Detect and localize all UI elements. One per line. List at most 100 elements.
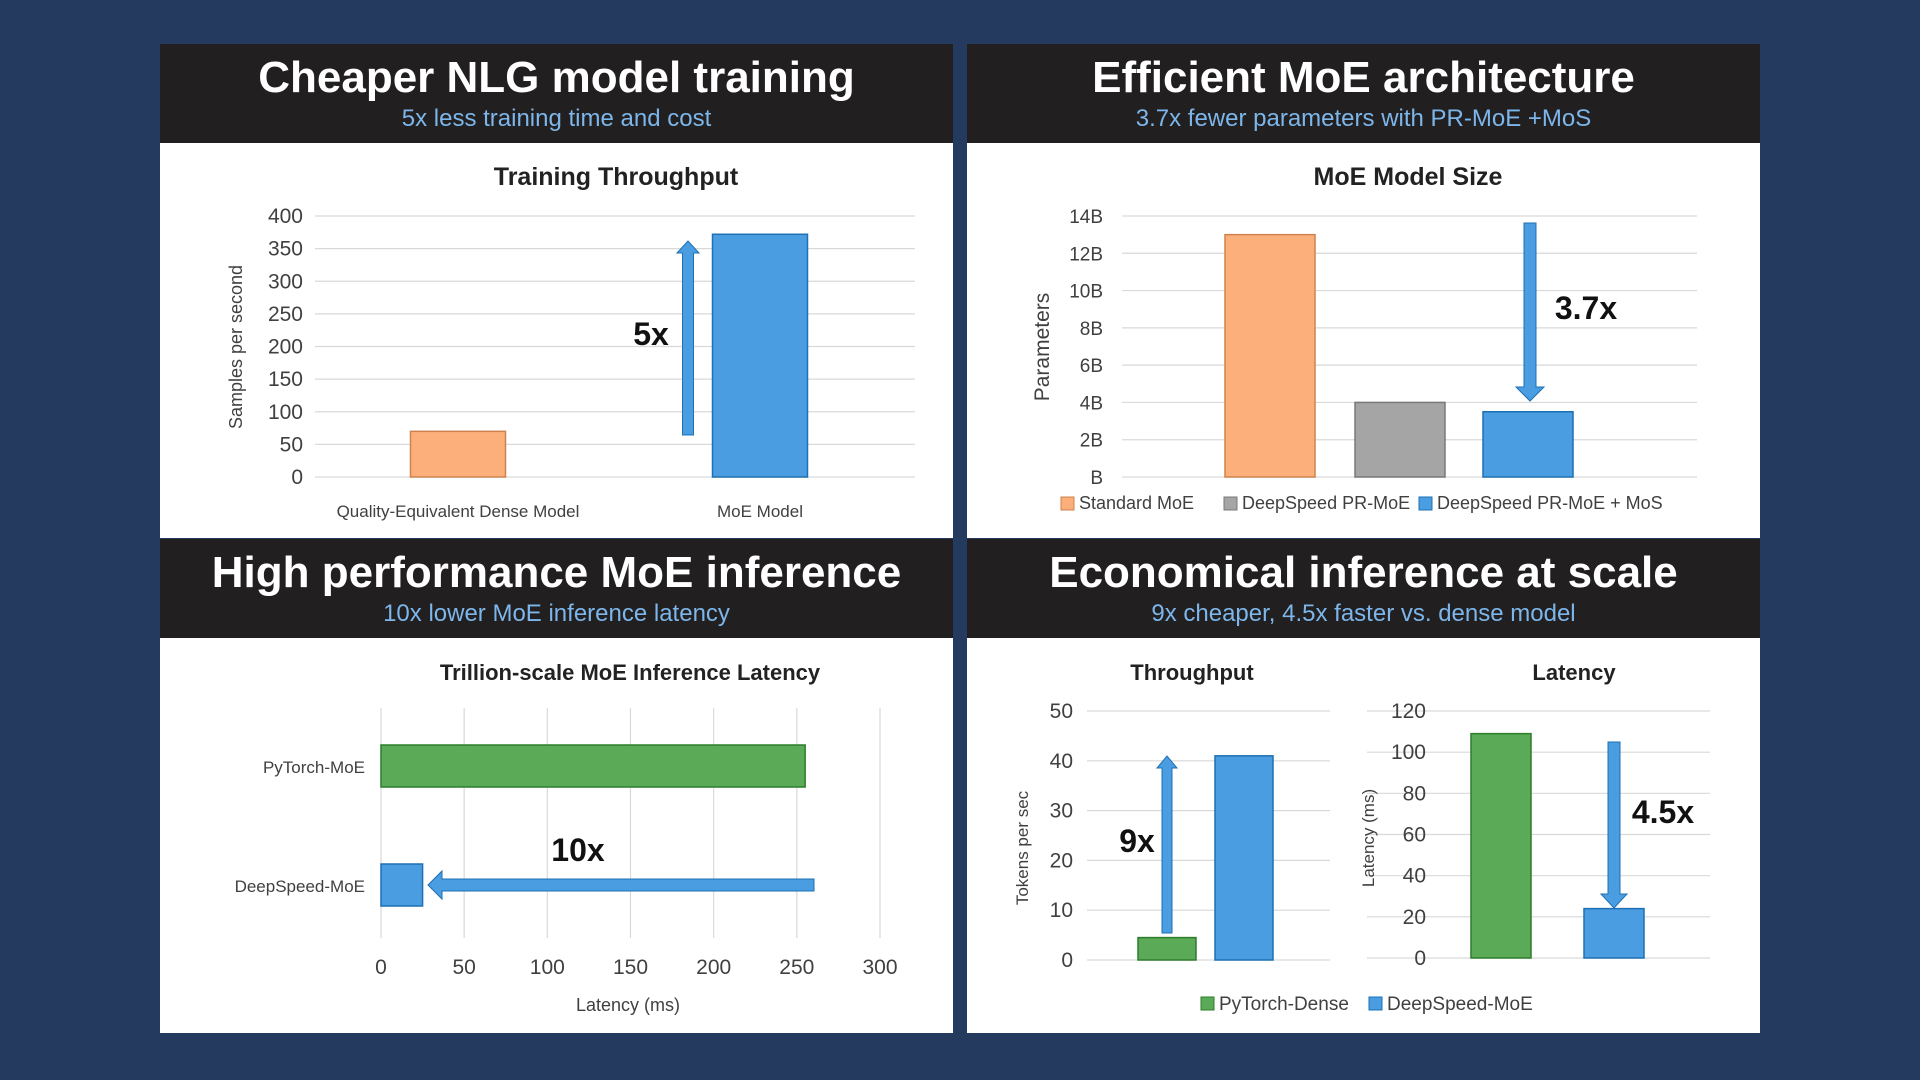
x-tick-label: 300 bbox=[862, 956, 897, 979]
y-tick-label: 50 bbox=[1050, 700, 1073, 723]
legend-label: PyTorch-Dense bbox=[1219, 994, 1349, 1015]
y-tick-label: 0 bbox=[291, 466, 303, 489]
panel-subtitle: 10x lower MoE inference latency bbox=[383, 600, 730, 627]
panel-header: Efficient MoE architecture 3.7x fewer pa… bbox=[967, 44, 1760, 143]
bar bbox=[1354, 401, 1446, 478]
panel-subtitle: 9x cheaper, 4.5x faster vs. dense model bbox=[1151, 600, 1576, 627]
panel-architecture: Efficient MoE architecture 3.7x fewer pa… bbox=[967, 44, 1760, 538]
panel-body: Throughput 0 10 20 30 40 50 Tokens per sec 9x Lat… bbox=[967, 638, 1760, 1033]
bar bbox=[1214, 755, 1274, 961]
panel-title: Cheaper NLG model training bbox=[258, 53, 855, 102]
y-tick-label: 400 bbox=[268, 205, 303, 228]
y-tick-label: 250 bbox=[268, 303, 303, 326]
annotation-5x: 5x bbox=[633, 316, 669, 352]
arrow-up bbox=[675, 240, 701, 436]
panel-training: Cheaper NLG model training 5x less train… bbox=[160, 44, 953, 538]
bar bbox=[1224, 233, 1316, 478]
y-tick-label: 120 bbox=[1391, 700, 1426, 723]
bar bbox=[409, 430, 507, 478]
x-tick-label: 50 bbox=[452, 956, 475, 979]
chart-title: Latency bbox=[1532, 660, 1616, 685]
annotation-10x: 10x bbox=[551, 832, 605, 868]
y-tick-label: 40 bbox=[1050, 750, 1073, 773]
annotation-3-7x: 3.7x bbox=[1555, 290, 1617, 326]
y-tick-label: 150 bbox=[268, 368, 303, 391]
y-tick-label: 12B bbox=[1069, 244, 1103, 265]
chart-title: Training Throughput bbox=[494, 163, 739, 191]
y-tick-label: 6B bbox=[1080, 356, 1103, 377]
x-tick-label: 250 bbox=[779, 956, 814, 979]
y-tick-label: 30 bbox=[1050, 800, 1073, 823]
legend-swatch bbox=[1418, 496, 1433, 511]
inference-latency-chart: Trillion-scale MoE Inference Latency 0 50 1… bbox=[235, 660, 898, 1015]
panel-header: High performance MoE inference 10x lower… bbox=[160, 539, 953, 638]
panel-subtitle: 5x less training time and cost bbox=[401, 105, 712, 132]
y-tick-label: 350 bbox=[268, 238, 303, 261]
x-tick-label: 200 bbox=[696, 956, 731, 979]
y-tick-label: 20 bbox=[1050, 849, 1073, 872]
panel-title: High performance MoE inference bbox=[211, 548, 902, 597]
panel-inference: High performance MoE inference 10x lower… bbox=[160, 539, 953, 1033]
y-tick-label: B bbox=[1090, 468, 1103, 489]
throughput-latency-charts: Throughput 0 10 20 30 40 50 Tokens per sec 9x Lat… bbox=[1013, 660, 1710, 1015]
y-tick-label: 4B bbox=[1080, 393, 1103, 414]
y-tick-label: 0 bbox=[1061, 949, 1073, 972]
x-tick-label: 0 bbox=[375, 956, 387, 979]
annotation-4-5x: 4.5x bbox=[1632, 794, 1694, 830]
panel-header: Economical inference at scale 9x cheaper… bbox=[967, 539, 1760, 638]
y-axis-label: Tokens per sec bbox=[1013, 790, 1032, 905]
y-tick-label: PyTorch-MoE bbox=[263, 758, 365, 777]
panel-subtitle: 3.7x fewer parameters with PR-MoE +MoS bbox=[1135, 105, 1592, 132]
legend-label: Standard MoE bbox=[1079, 493, 1194, 513]
panel-title: Efficient MoE architecture bbox=[1092, 53, 1635, 102]
arrow-down bbox=[1599, 741, 1629, 909]
bar bbox=[1583, 907, 1645, 959]
y-tick-label: 200 bbox=[268, 336, 303, 359]
panel-body: Trillion-scale MoE Inference Latency 0 50 1… bbox=[160, 638, 953, 1033]
chart-title: Trillion-scale MoE Inference Latency bbox=[440, 660, 821, 685]
bar bbox=[380, 744, 806, 788]
panel-body: Training Throughput 0 50 100 150 200 250 300 350… bbox=[160, 143, 953, 538]
panel-title: Economical inference at scale bbox=[1049, 548, 1678, 597]
y-tick-label: 60 bbox=[1403, 824, 1426, 847]
panel-economical: Economical inference at scale 9x cheaper… bbox=[967, 539, 1760, 1033]
y-tick-label: 10B bbox=[1069, 282, 1103, 303]
y-tick-label: 40 bbox=[1403, 865, 1426, 888]
bar bbox=[380, 863, 424, 907]
legend-label: DeepSpeed PR-MoE + MoS bbox=[1437, 493, 1663, 513]
x-tick-label: 100 bbox=[530, 956, 565, 979]
legend-swatch bbox=[1060, 496, 1075, 511]
bar bbox=[1470, 732, 1532, 959]
annotation-9x: 9x bbox=[1119, 823, 1155, 859]
arrow-up bbox=[1155, 755, 1179, 934]
y-axis-label: Samples per second bbox=[226, 265, 246, 429]
y-axis-label: Latency (ms) bbox=[1359, 789, 1378, 887]
bar bbox=[1482, 411, 1574, 478]
panel-body: MoE Model Size B 2B 4B 6B 8B 10B 12B 14B Paramete… bbox=[967, 143, 1760, 538]
bar bbox=[711, 233, 809, 478]
y-tick-label: 80 bbox=[1403, 782, 1426, 805]
y-tick-label: 0 bbox=[1414, 947, 1426, 970]
y-tick-label: 50 bbox=[280, 433, 303, 456]
x-axis-label: Latency (ms) bbox=[576, 995, 680, 1015]
arrow-down bbox=[1514, 222, 1546, 402]
legend-swatch bbox=[1368, 996, 1383, 1011]
y-tick-label: 14B bbox=[1069, 207, 1103, 228]
moe-model-size-chart: MoE Model Size B 2B 4B 6B 8B 10B 12B 14B Paramete… bbox=[1031, 163, 1697, 513]
legend-swatch bbox=[1200, 996, 1215, 1011]
y-tick-label: 10 bbox=[1050, 899, 1073, 922]
legend-label: DeepSpeed-MoE bbox=[1387, 994, 1533, 1015]
bar bbox=[1137, 936, 1197, 961]
y-tick-label: 2B bbox=[1080, 431, 1103, 452]
legend-label: DeepSpeed PR-MoE bbox=[1242, 493, 1410, 513]
y-tick-label: DeepSpeed-MoE bbox=[235, 877, 365, 896]
y-axis-label: Parameters bbox=[1031, 293, 1054, 402]
y-tick-label: 8B bbox=[1080, 319, 1103, 340]
training-throughput-chart: Training Throughput 0 50 100 150 200 250 300 350… bbox=[226, 163, 915, 521]
chart-title: MoE Model Size bbox=[1314, 163, 1503, 191]
x-tick-label: MoE Model bbox=[717, 502, 803, 521]
y-tick-label: 20 bbox=[1403, 906, 1426, 929]
legend-swatch bbox=[1223, 496, 1238, 511]
arrow-left bbox=[427, 869, 815, 901]
y-tick-label: 100 bbox=[1391, 741, 1426, 764]
